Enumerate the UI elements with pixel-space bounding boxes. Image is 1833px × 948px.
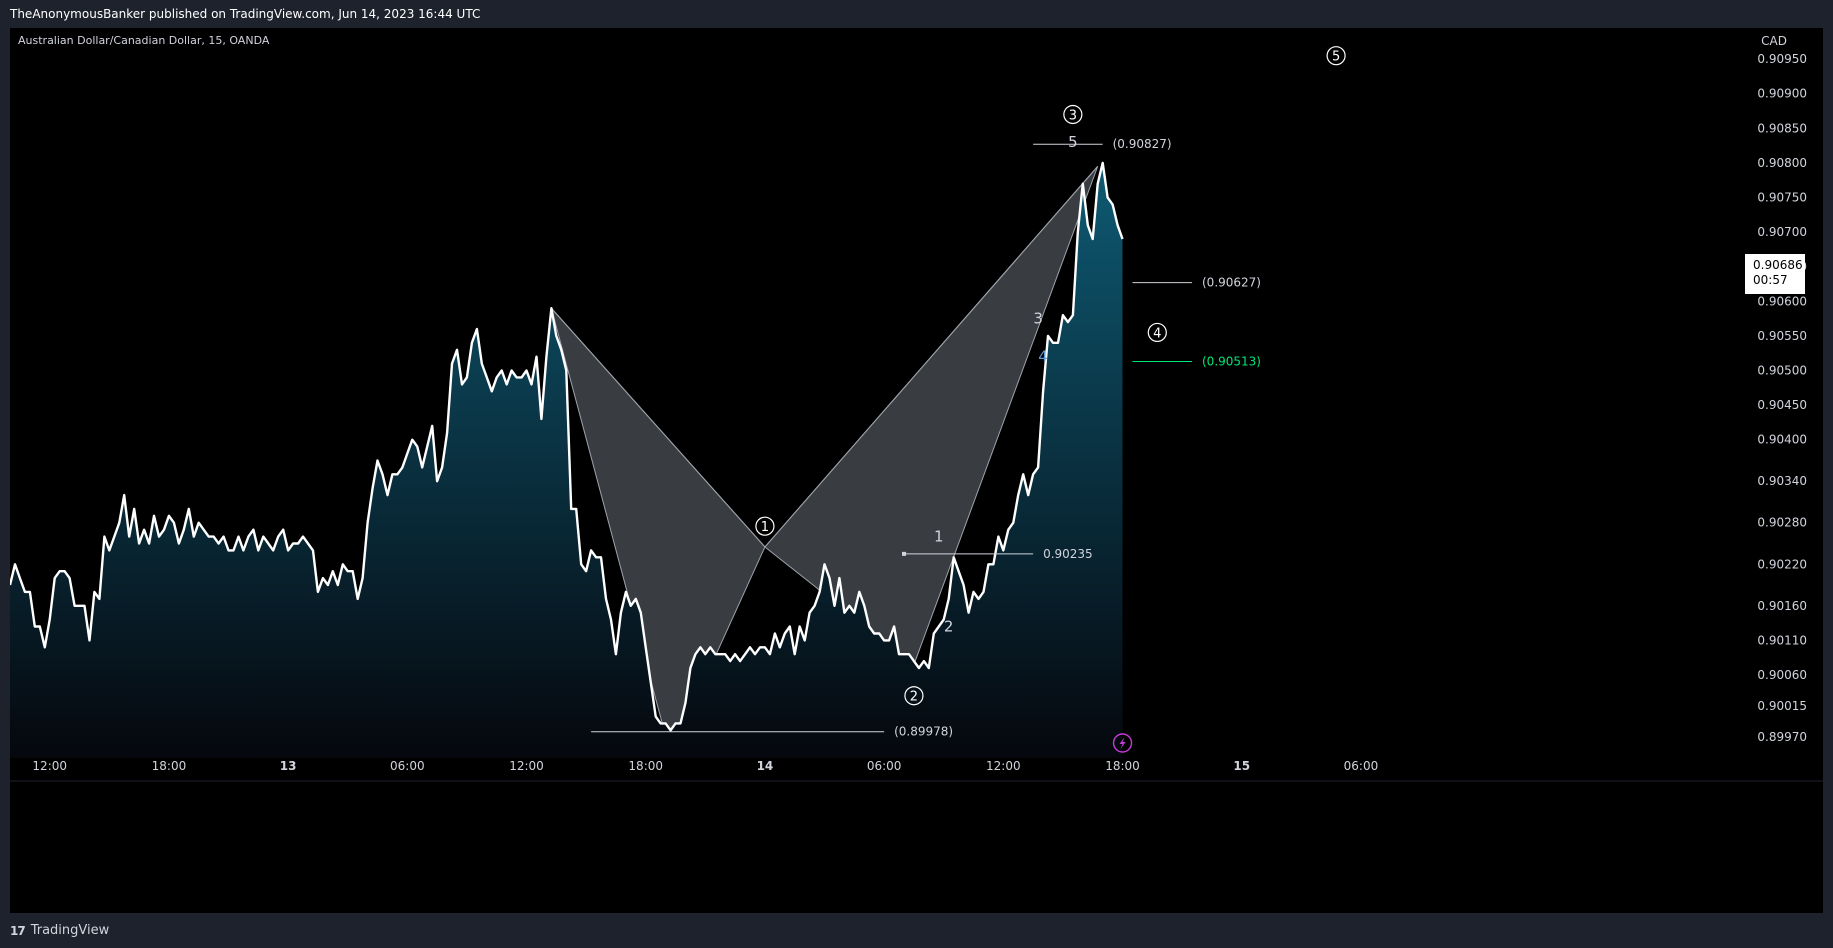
y-tick-label: 0.90450 <box>1757 398 1807 412</box>
y-tick-label: 0.90400 <box>1757 433 1807 447</box>
symbol-label: Australian Dollar/Canadian Dollar, 15, O… <box>18 34 270 47</box>
current-price-tag: 0.90686 00:57 <box>1745 254 1805 294</box>
series-line <box>10 161 1124 732</box>
x-tick-label: 06:00 <box>390 759 425 773</box>
wave-label: 3 <box>1033 310 1043 328</box>
area-fill-path <box>10 162 1123 758</box>
pattern-line-xb <box>550 307 766 548</box>
area-fill <box>10 162 1123 758</box>
y-tick-label: 0.90750 <box>1757 191 1807 205</box>
wave-label: 1 <box>934 528 944 546</box>
brand-name: TradingView <box>30 923 110 938</box>
currency-label: CAD <box>1761 34 1787 48</box>
x-tick-label: 18:00 <box>1105 759 1140 773</box>
x-tick-label: 06:00 <box>867 759 902 773</box>
y-tick-label: 0.90220 <box>1757 557 1807 571</box>
x-tick-label: 14 <box>757 759 774 773</box>
x-tick-label: 18:00 <box>628 759 663 773</box>
y-tick-label: 0.89970 <box>1757 730 1807 744</box>
y-tick-label: 0.90600 <box>1757 294 1807 308</box>
wave-label-layer: 1 2 3 4 5 1 2 3 4 5 <box>755 46 1346 706</box>
publish-header: TheAnonymousBanker published on TradingV… <box>0 0 1833 28</box>
wave-label: 1 <box>761 520 769 535</box>
y-tick-label: 0.90900 <box>1757 87 1807 101</box>
x-tick-label: 12:00 <box>509 759 544 773</box>
y-tick-label: 0.90160 <box>1757 599 1807 613</box>
harmonic-pattern <box>550 166 1099 757</box>
pattern-line-bd <box>764 166 1099 548</box>
x-tick-label: 15 <box>1233 759 1250 773</box>
footer: 17 TradingView <box>0 915 1833 948</box>
price-chart[interactable]: (0.90827) (0.90627) (0.90513) 0.90235 (0.899… <box>10 28 1823 913</box>
current-price: 0.90686 <box>1753 258 1803 272</box>
price-level-layer: (0.90827) (0.90627) (0.90513) 0.90235 (0.899… <box>591 137 1261 739</box>
x-tick-label: 12:00 <box>986 759 1021 773</box>
y-tick-label: 0.90340 <box>1757 474 1807 488</box>
price-level-label: (0.90513) <box>1202 355 1261 369</box>
y-tick-label: 0.90500 <box>1757 364 1807 378</box>
price-level-label: (0.90827) <box>1113 137 1172 151</box>
chart-panel[interactable]: (0.90827) (0.90627) (0.90513) 0.90235 (0.899… <box>10 28 1823 913</box>
wave-label: 2 <box>910 690 918 705</box>
y-axis: 0.90950 0.90900 0.90850 0.90800 0.90750 0.907… <box>1757 52 1807 744</box>
price-level-label: (0.90627) <box>1202 276 1261 290</box>
lightning-glyph <box>1119 737 1126 749</box>
y-tick-label: 0.90015 <box>1757 699 1807 713</box>
x-tick-label: 06:00 <box>1344 759 1379 773</box>
price-level-label: (0.89978) <box>894 725 953 739</box>
wave-label-circle <box>904 686 924 706</box>
y-tick-label: 0.90550 <box>1757 329 1807 343</box>
x-tick-label: 13 <box>280 759 297 773</box>
wave-label-circle <box>1326 46 1346 66</box>
price-level-handle <box>902 551 906 556</box>
wave-label: 5 <box>1068 133 1078 151</box>
wave-label: 4 <box>1038 348 1048 366</box>
bar-countdown: 00:57 <box>1753 273 1788 287</box>
y-tick-label: 0.90700 <box>1757 225 1807 239</box>
series-line-layer <box>10 161 1124 732</box>
misc-layer <box>1112 733 1133 753</box>
lightning-icon <box>1112 733 1133 753</box>
x-axis: 12:00 18:00 13 06:00 12:00 18:00 14 06:00 12:00 1… <box>10 759 1823 782</box>
y-tick-label: 0.90850 <box>1757 121 1807 135</box>
y-tick-label: 0.90950 <box>1757 52 1807 66</box>
wave-label-circle <box>1063 104 1083 125</box>
y-tick-label: 0.90060 <box>1757 668 1807 682</box>
wave-label-circle <box>1147 322 1167 343</box>
tradingview-logo[interactable]: 17 TradingView <box>10 923 109 938</box>
price-level-label: 0.90235 <box>1043 547 1093 561</box>
x-tick-label: 12:00 <box>32 759 67 773</box>
wave-label: 5 <box>1332 50 1340 65</box>
wave-label: 3 <box>1069 108 1077 123</box>
y-tick-label: 0.90280 <box>1757 516 1807 530</box>
y-tick-label: 0.90110 <box>1757 633 1807 647</box>
y-tick-label: 0.90800 <box>1757 156 1807 170</box>
wave-label: 4 <box>1153 326 1161 341</box>
publish-info: TheAnonymousBanker published on TradingV… <box>10 7 481 21</box>
wave-label-circle <box>755 516 775 536</box>
wave-label: 2 <box>944 618 954 636</box>
x-tick-label: 18:00 <box>152 759 187 773</box>
tradingview-logo-icon: 17 <box>10 923 26 938</box>
